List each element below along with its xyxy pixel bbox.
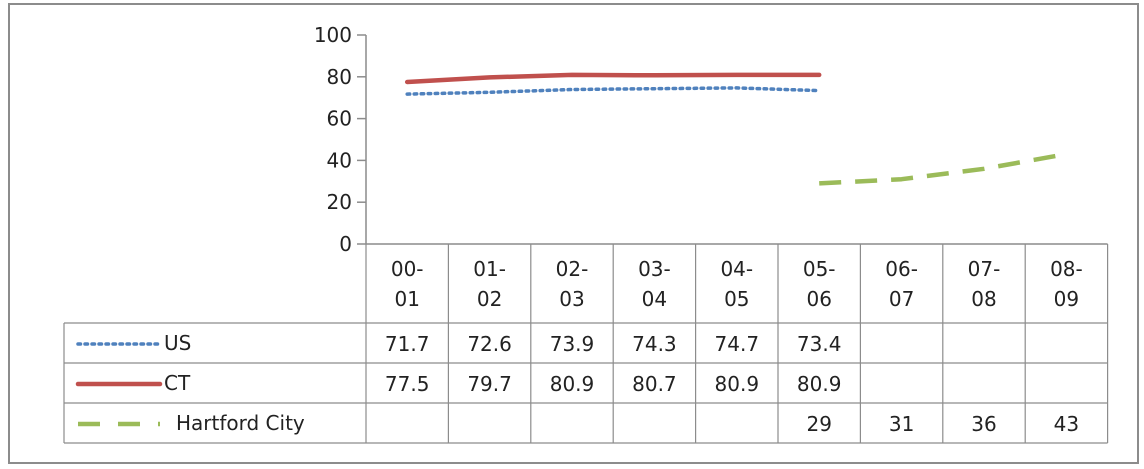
data-table-cell: 31 bbox=[889, 412, 914, 436]
category-label: 04- bbox=[720, 257, 753, 281]
data-table-cell: 79.7 bbox=[467, 372, 512, 396]
legend-label: CT bbox=[164, 371, 191, 395]
y-tick-label: 60 bbox=[327, 107, 352, 131]
category-label: 07 bbox=[889, 287, 914, 311]
legend-label: US bbox=[164, 331, 191, 355]
data-table-cell: 73.9 bbox=[550, 332, 595, 356]
y-tick-label: 20 bbox=[327, 190, 352, 214]
data-table-cell: 80.9 bbox=[797, 372, 842, 396]
series-line-us bbox=[405, 86, 821, 96]
category-label: 01 bbox=[394, 287, 419, 311]
category-label: 04 bbox=[642, 287, 667, 311]
category-label: 02 bbox=[477, 287, 502, 311]
category-label: 06 bbox=[806, 287, 831, 311]
y-tick-label: 40 bbox=[327, 148, 352, 172]
series-line-hartford-city bbox=[819, 151, 1067, 186]
data-table-cell: 29 bbox=[806, 412, 831, 436]
data-table-cell: 73.4 bbox=[797, 332, 842, 356]
category-label: 07- bbox=[968, 257, 1001, 281]
data-table-cell: 80.9 bbox=[715, 372, 760, 396]
data-table-cell: 80.7 bbox=[632, 372, 677, 396]
data-table-cell: 36 bbox=[971, 412, 996, 436]
y-tick-label: 100 bbox=[314, 23, 352, 47]
data-table-cell: 74.3 bbox=[632, 332, 677, 356]
category-label: 01- bbox=[473, 257, 506, 281]
chart-frame bbox=[8, 3, 1139, 464]
series-line-ct bbox=[404, 72, 822, 85]
data-table-cell: 72.6 bbox=[467, 332, 512, 356]
data-table-cell: 80.9 bbox=[550, 372, 595, 396]
legend-label: Hartford City bbox=[176, 411, 305, 435]
category-label: 09 bbox=[1054, 287, 1079, 311]
category-label: 05- bbox=[803, 257, 836, 281]
data-table-cell: 74.7 bbox=[715, 332, 760, 356]
category-label: 08- bbox=[1050, 257, 1083, 281]
category-label: 08 bbox=[971, 287, 996, 311]
category-label: 06- bbox=[885, 257, 918, 281]
category-label: 03 bbox=[559, 287, 584, 311]
data-table-cell: 71.7 bbox=[385, 332, 430, 356]
category-label: 05 bbox=[724, 287, 749, 311]
data-table-cell: 77.5 bbox=[385, 372, 430, 396]
y-tick-label: 0 bbox=[339, 232, 352, 256]
category-label: 02- bbox=[556, 257, 589, 281]
category-label: 00- bbox=[391, 257, 424, 281]
data-table-cell: 43 bbox=[1054, 412, 1079, 436]
y-tick-label: 80 bbox=[327, 65, 352, 89]
category-label: 03- bbox=[638, 257, 671, 281]
